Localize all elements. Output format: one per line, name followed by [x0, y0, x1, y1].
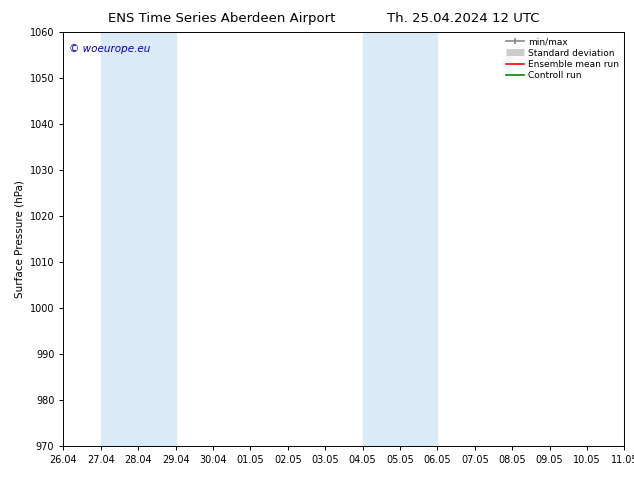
- Text: © woeurope.eu: © woeurope.eu: [69, 44, 150, 54]
- Text: ENS Time Series Aberdeen Airport: ENS Time Series Aberdeen Airport: [108, 12, 335, 25]
- Bar: [101, 32, 176, 446]
- Bar: [624, 32, 634, 446]
- Bar: [363, 32, 437, 446]
- Text: Th. 25.04.2024 12 UTC: Th. 25.04.2024 12 UTC: [387, 12, 539, 25]
- Y-axis label: Surface Pressure (hPa): Surface Pressure (hPa): [14, 180, 24, 298]
- Legend: min/max, Standard deviation, Ensemble mean run, Controll run: min/max, Standard deviation, Ensemble me…: [503, 34, 623, 84]
